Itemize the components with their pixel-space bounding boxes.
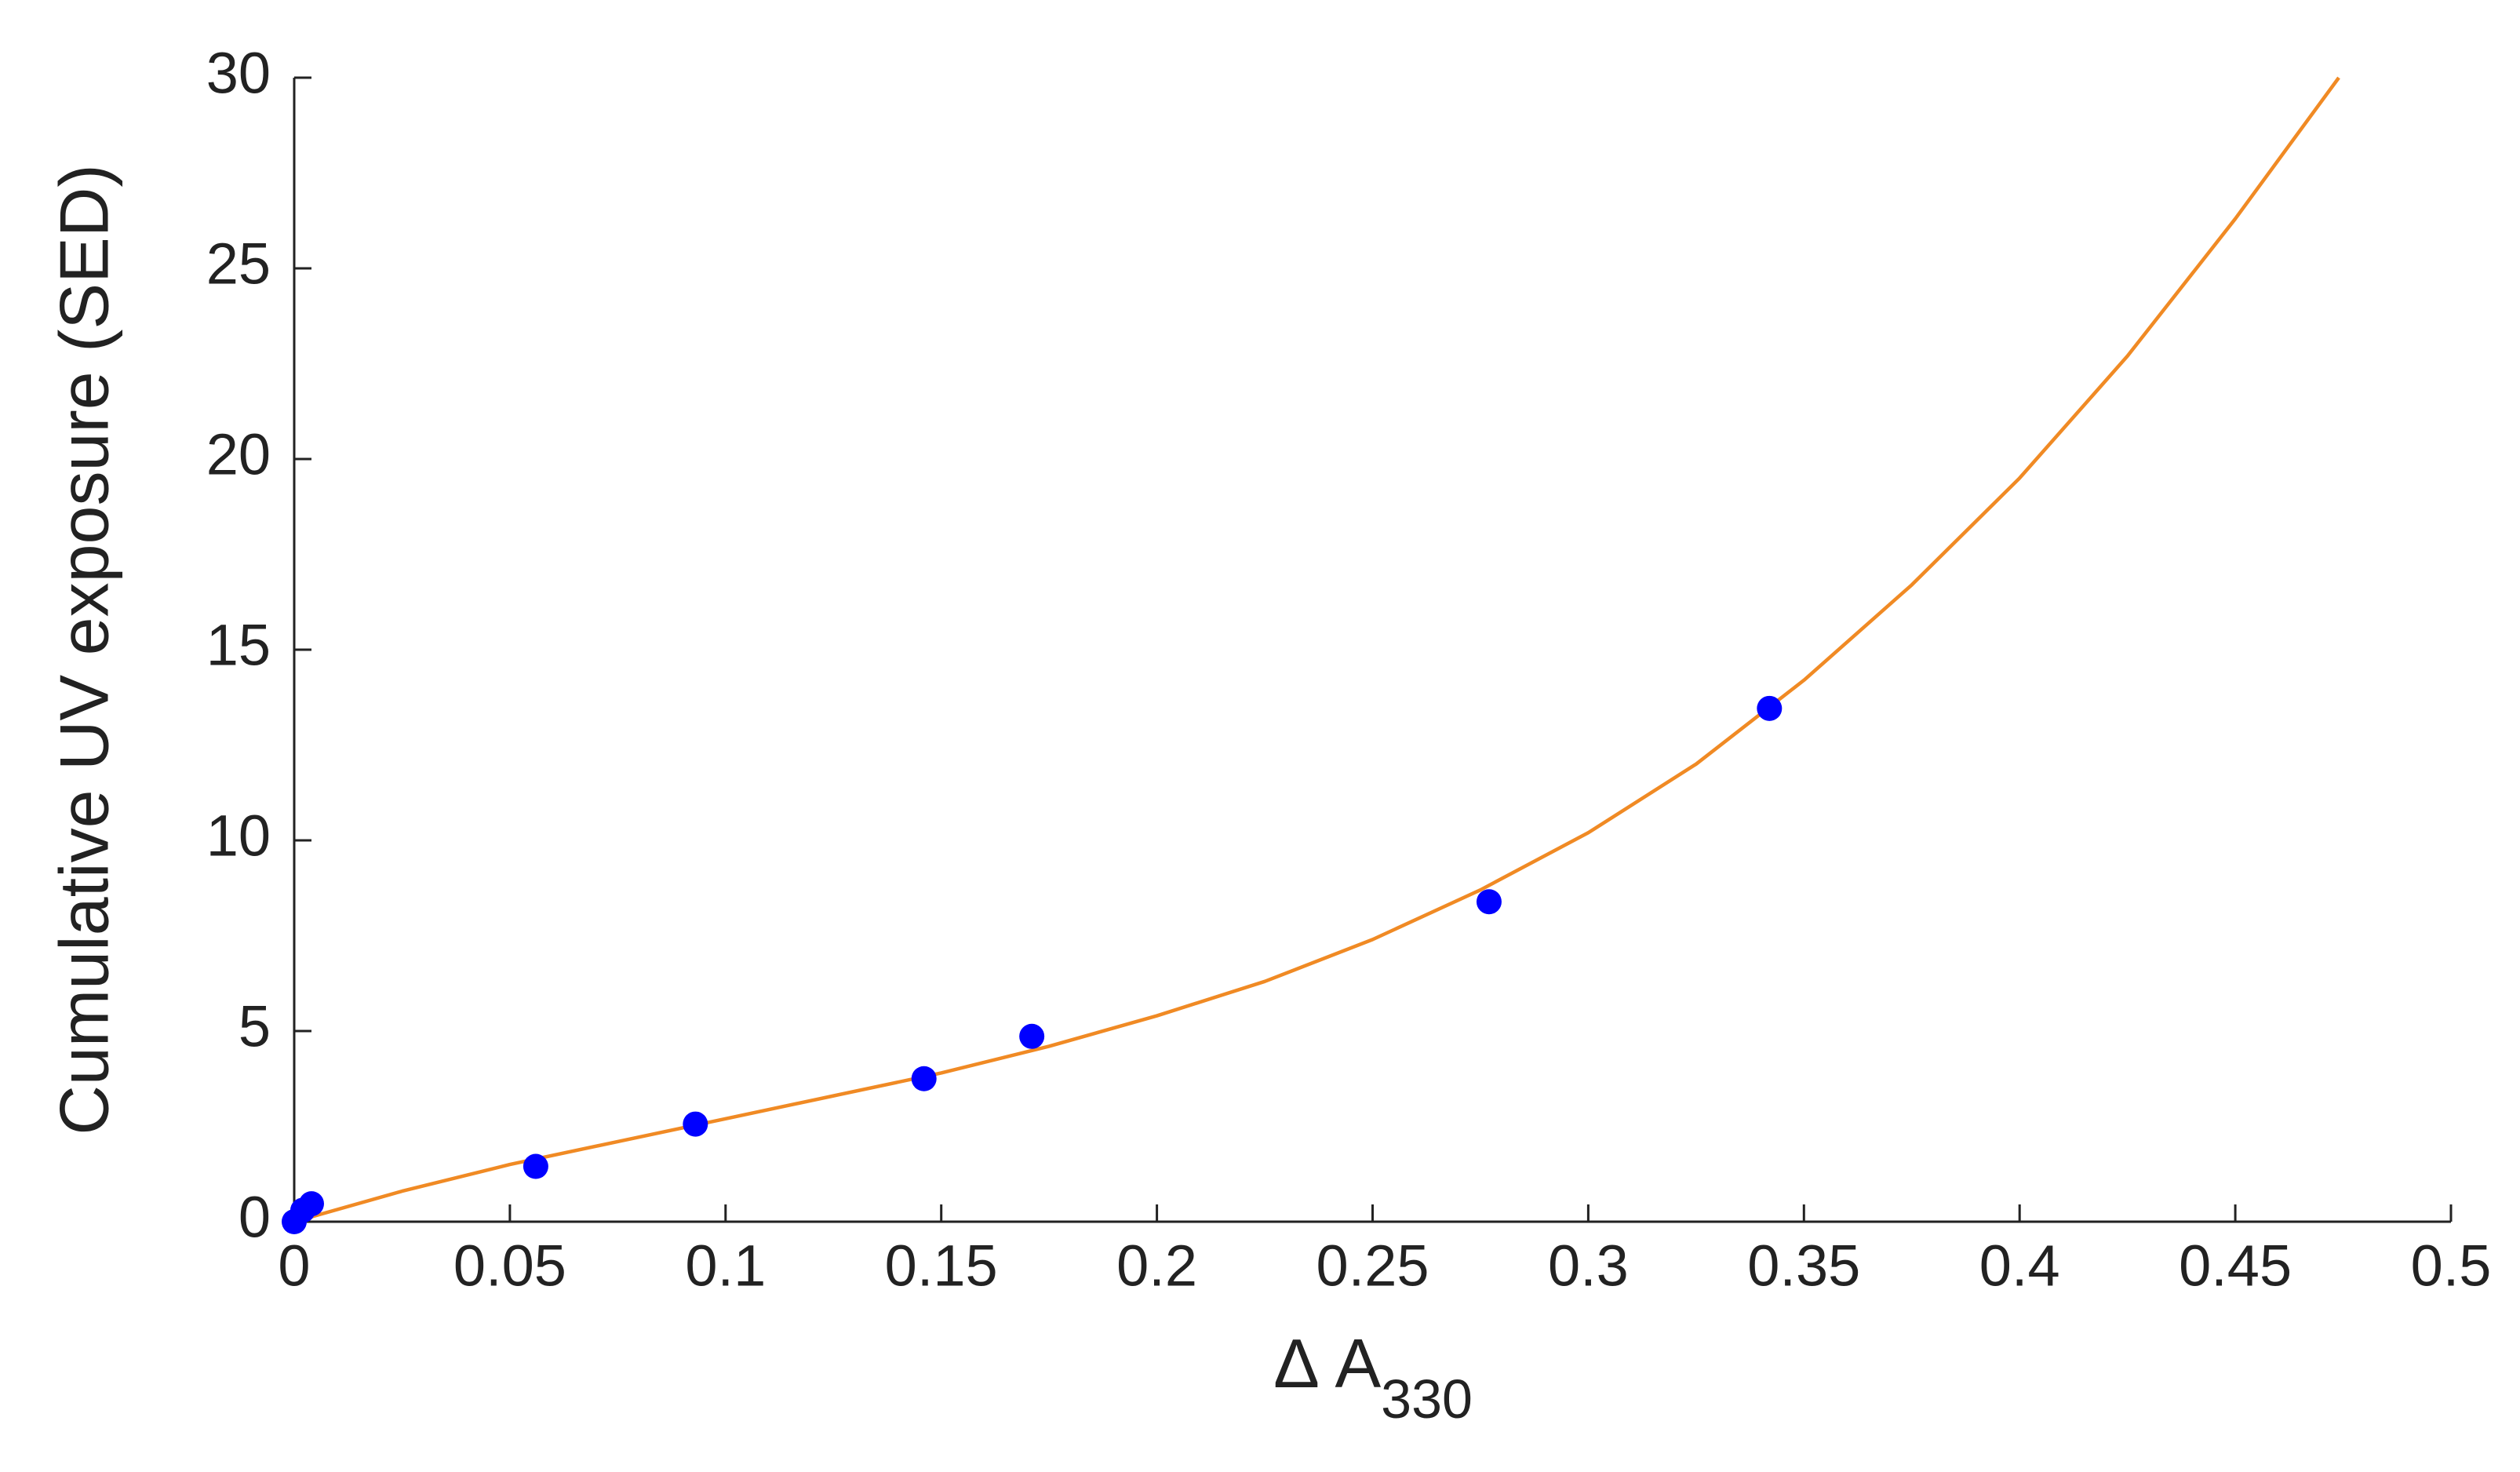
y-tick-label: 5 [239,994,271,1059]
x-axis-label-subscript: 330 [1381,1368,1473,1430]
y-tick-label: 15 [206,613,271,678]
data-point [523,1153,548,1179]
data-point [683,1111,708,1137]
x-axis-label-main: Δ A [1273,1324,1381,1402]
x-tick-label: 0.05 [453,1233,566,1299]
y-axis-label: Cumulative UV exposure (SED) [45,164,122,1135]
x-tick-label: 0.2 [1116,1233,1197,1299]
x-tick-label: 0.25 [1316,1233,1429,1299]
x-tick-label: 0.5 [2411,1233,2492,1299]
x-tick-label: 0.3 [1548,1233,1629,1299]
y-tick-label: 20 [206,422,271,487]
data-point [298,1191,324,1217]
x-tick-label: 0.1 [685,1233,766,1299]
x-tick-label: 0.4 [1979,1233,2060,1299]
data-point [1757,695,1783,721]
data-point [1019,1023,1045,1049]
y-tick-label: 25 [206,231,271,297]
data-point [1476,889,1502,915]
y-tick-label: 10 [206,803,271,869]
y-tick-label: 30 [206,41,271,106]
x-axis-label: Δ A330 [1273,1324,1473,1430]
x-tick-label: 0 [278,1233,310,1299]
x-tick-label: 0.45 [2179,1233,2292,1299]
x-tick-label: 0.15 [885,1233,998,1299]
fit-curve [293,76,2340,1224]
y-tick-label: 0 [239,1185,271,1250]
data-point [911,1066,937,1091]
x-tick-label: 0.35 [1747,1233,1860,1299]
